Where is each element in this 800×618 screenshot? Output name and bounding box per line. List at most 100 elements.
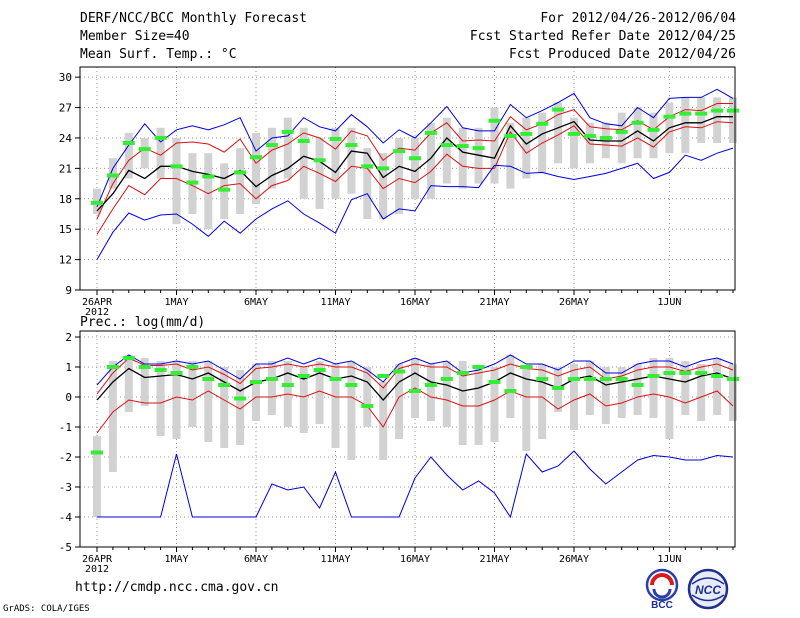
prec-observed-marker [472,365,485,369]
prec-observed-marker [250,380,262,384]
ncc-logo-graphic: NCC [687,568,729,610]
chart-title: DERF/NCC/BCC Monthly Forecast [80,11,307,26]
temp-spread-box [379,153,388,220]
temp-spread-box [522,117,531,179]
prec-spread-box [331,364,340,448]
temp-spread-box [267,127,276,189]
prec-spread-box [697,364,706,421]
temp-spread-box [506,122,515,189]
temp-observed-marker [663,114,676,119]
prec-spread-box [363,367,372,427]
temp-observed-marker [456,144,469,149]
prec-observed-marker [329,377,342,381]
temp-observed-marker [329,136,342,141]
bcc-logo-text: BCC [651,600,673,610]
temp-observed-marker [154,135,167,140]
prec-observed-marker [520,365,533,369]
prec-observed-marker [424,383,437,387]
prec-spread-box [729,364,737,421]
prec-observed-marker [599,377,612,381]
prec-spread-box [124,355,133,412]
prec-panel-title: Prec.: log(mm/d) [80,315,205,330]
prec-spread-box [681,361,690,415]
temp-spread-box [172,137,181,225]
prec-spread-box [140,358,149,406]
prec-observed-marker [91,450,103,455]
prec-observed-marker [488,380,501,384]
temp-spread-box [140,137,149,169]
temp-year-label: 2012 [85,307,109,318]
temp-observed-marker [345,143,358,148]
prec-observed-marker [663,371,676,375]
prec-spread-box [506,355,515,418]
source-url[interactable]: http://cmdp.ncc.cma.gov.cn [75,580,279,595]
prec-observed-marker [154,368,167,372]
prec-spread-box [220,367,229,448]
temp-spread-box [633,107,642,159]
temp-observed-marker [711,108,724,113]
temp-observed-marker [122,141,135,146]
prec-spread-box [315,361,324,424]
temp-observed-marker [186,180,199,185]
temp-observed-marker [424,130,437,135]
temp-observed-marker [297,138,310,143]
temp-spread-box [124,132,133,179]
prec-xtick-label: 1MAY [164,554,188,565]
temp-spread-box [442,117,451,184]
temp-ytick-label: 21 [59,162,72,175]
temp-spread-box [363,148,372,220]
prec-ytick-label: 0 [65,391,72,404]
temp-observed-marker [218,187,231,192]
temp-xtick-label: 11MAY [320,297,350,308]
prec-observed-marker [393,369,406,374]
temp-observed-marker [583,133,596,138]
temp-ytick-label: 15 [59,223,72,236]
prec-ytick-label: 2 [65,331,72,344]
ncc-logo: NCC [684,568,732,614]
bcc-logo-graphic: BCC [645,568,679,611]
prec-observed-marker [552,386,565,390]
temp-line-min [96,147,734,260]
prec-xtick-label: 26APR [82,554,113,565]
temp-observed-marker [440,143,453,148]
prec-spread-box [252,364,260,421]
prec-observed-marker [711,374,724,378]
temp-spread-box [299,127,308,199]
prec-observed-marker [456,371,469,375]
temp-ytick-label: 30 [59,71,72,84]
temp-line-lower_red [96,121,734,235]
prec-xtick-label: 11MAY [320,554,350,565]
ncc-logo-text: NCC [695,583,721,597]
temp-spread-box [411,137,419,199]
temp-observed-marker [202,174,215,179]
prec-observed-marker [647,374,660,378]
temp-ytick-label: 9 [65,284,72,297]
prec-year-label: 2012 [85,564,109,575]
fcst-produced-date: Fcst Produced Date 2012/04/26 [509,47,736,62]
temp-observed-marker [520,131,533,136]
temp-observed-marker [727,108,739,113]
prec-observed-marker [409,389,421,393]
prec-spread-box [426,364,435,421]
temp-observed-marker [647,127,660,132]
temp-observed-marker [472,146,485,151]
temp-observed-marker [138,147,151,152]
prec-spread-box [522,367,531,451]
prec-observed-marker [186,365,199,369]
prec-spread-box [585,361,594,415]
temp-spread-box [236,148,245,214]
prec-xtick-label: 1JUN [657,554,681,565]
temp-xtick-label: 21MAY [479,297,509,308]
prec-spread-box [236,370,245,445]
temp-spread-box [458,127,467,189]
prec-spread-box [617,367,626,418]
temp-observed-marker [631,120,644,125]
prec-observed-marker [504,389,517,393]
temp-xtick-label: 26MAY [559,297,589,308]
prec-xtick-label: 16MAY [400,554,430,565]
prec-spread-box [204,361,213,442]
temp-observed-marker [361,164,374,169]
temp-observed-marker [313,158,326,163]
temp-observed-marker [106,173,119,178]
temp-ytick-label: 27 [59,102,72,115]
